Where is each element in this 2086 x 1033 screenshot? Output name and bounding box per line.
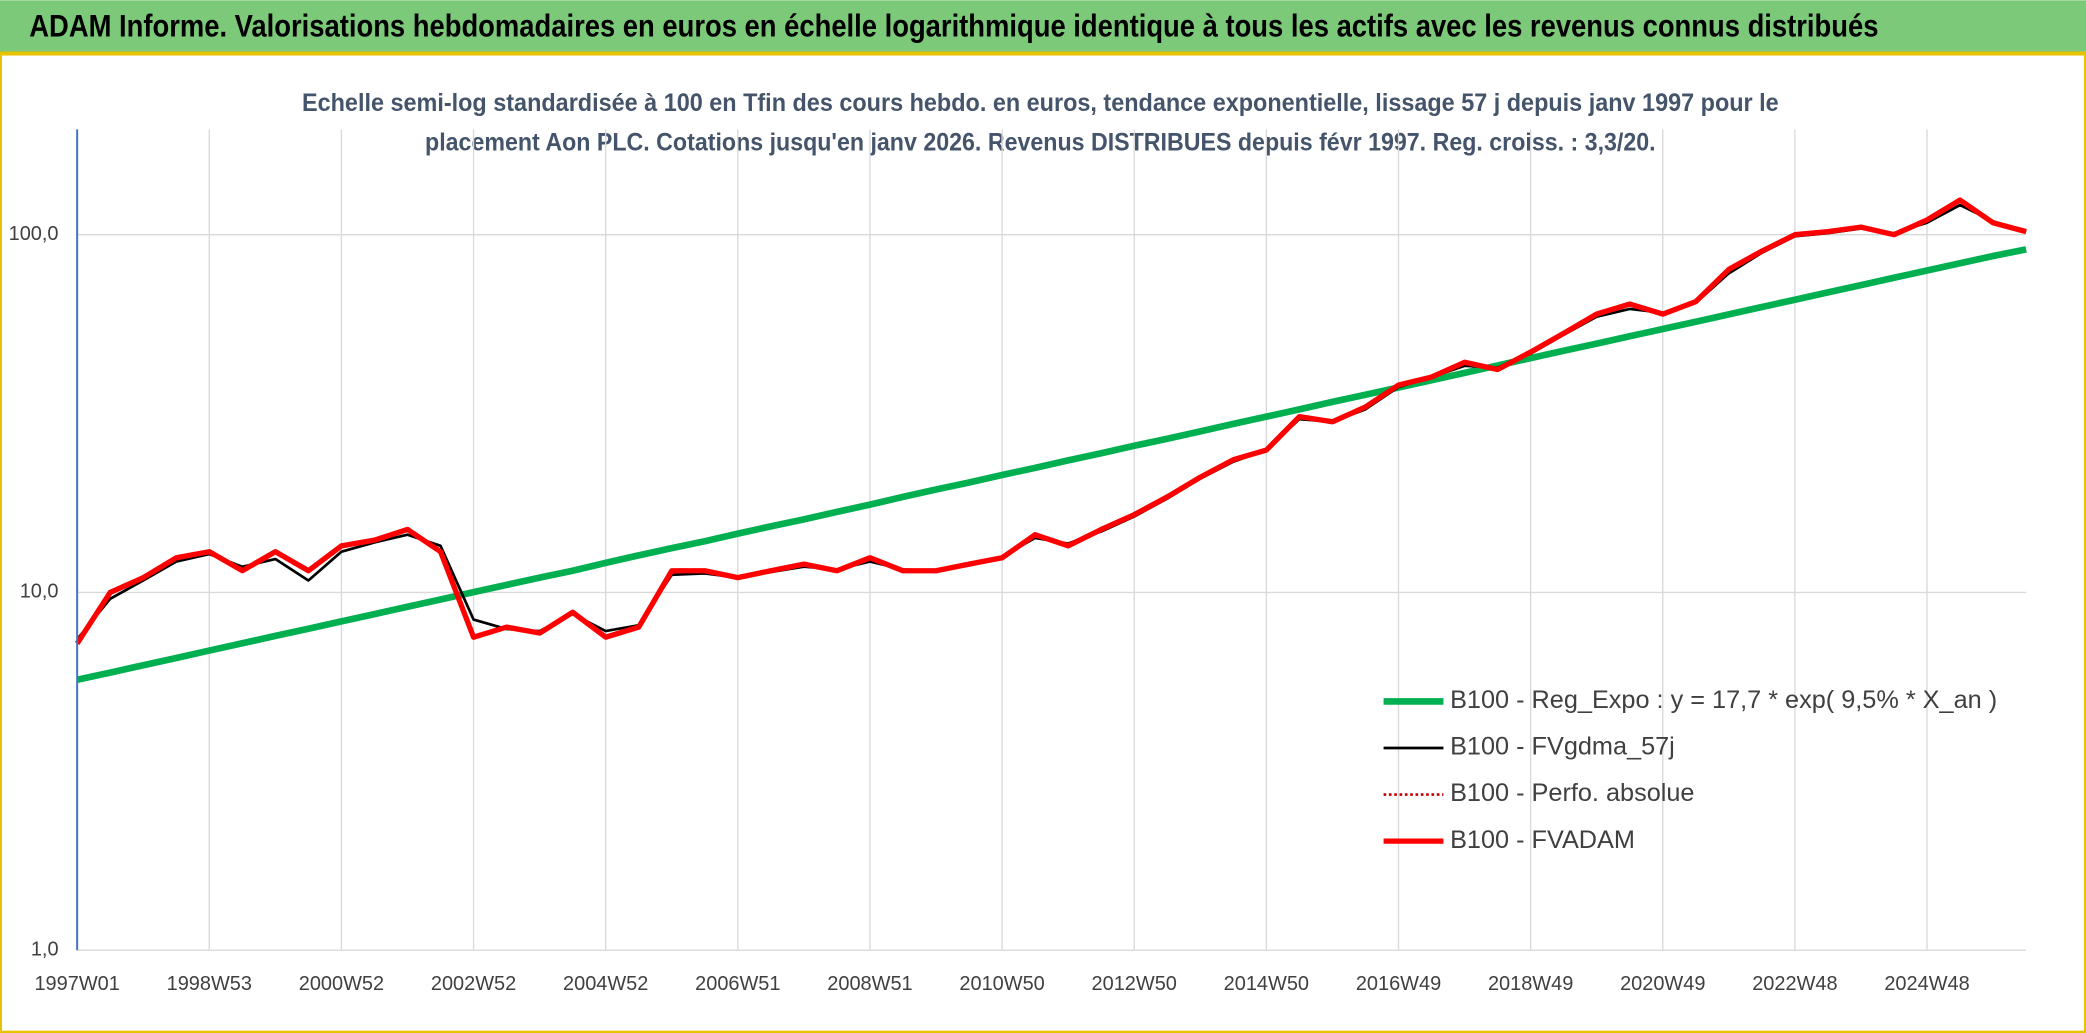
x-tick-label: 2000W52 bbox=[299, 973, 384, 995]
subtitle: placement Aon PLC. Cotations jusqu'en ja… bbox=[425, 129, 1656, 157]
x-tick-label: 2012W50 bbox=[1092, 973, 1177, 995]
legend-label: B100 - FVADAM bbox=[1450, 826, 1635, 854]
x-tick-label: 2004W52 bbox=[563, 973, 648, 995]
plot bbox=[74, 197, 2027, 684]
x-tick-label: 2014W50 bbox=[1224, 973, 1309, 995]
series-line bbox=[76, 246, 2027, 684]
title-banner bbox=[0, 0, 2086, 54]
x-tick-label: 2002W52 bbox=[431, 973, 516, 995]
legend: B100 - Reg_Expo : y = 17,7 * exp( 9,5% *… bbox=[1383, 686, 1997, 854]
x-tick-label: 2024W48 bbox=[1884, 973, 1969, 995]
series-line bbox=[74, 197, 2027, 645]
legend-label: B100 - FVgdma_57j bbox=[1450, 733, 1675, 761]
x-tick-label: 2010W50 bbox=[959, 973, 1044, 995]
y-tick-label: 10,0 bbox=[20, 581, 59, 603]
x-tick-label: 1998W53 bbox=[167, 973, 252, 995]
legend-label: B100 - Reg_Expo : y = 17,7 * exp( 9,5% *… bbox=[1450, 686, 1997, 714]
chart-title: ADAM Informe. Valorisations hebdomadaire… bbox=[29, 8, 1878, 44]
y-tick-label: 1,0 bbox=[31, 938, 59, 960]
x-tick-label: 2006W51 bbox=[695, 973, 780, 995]
x-tick-label: 2020W49 bbox=[1620, 973, 1705, 995]
subtitle: Echelle semi-log standardisée à 100 en T… bbox=[302, 89, 1779, 117]
x-tick-label: 2018W49 bbox=[1488, 973, 1573, 995]
y-tick-label: 100,0 bbox=[9, 223, 59, 245]
x-tick-label: 1997W01 bbox=[34, 973, 119, 995]
legend-label: B100 - Perfo. absolue bbox=[1450, 779, 1694, 807]
x-tick-label: 2022W48 bbox=[1752, 973, 1837, 995]
x-tick-label: 2016W49 bbox=[1356, 973, 1441, 995]
x-tick-label: 2008W51 bbox=[827, 973, 912, 995]
